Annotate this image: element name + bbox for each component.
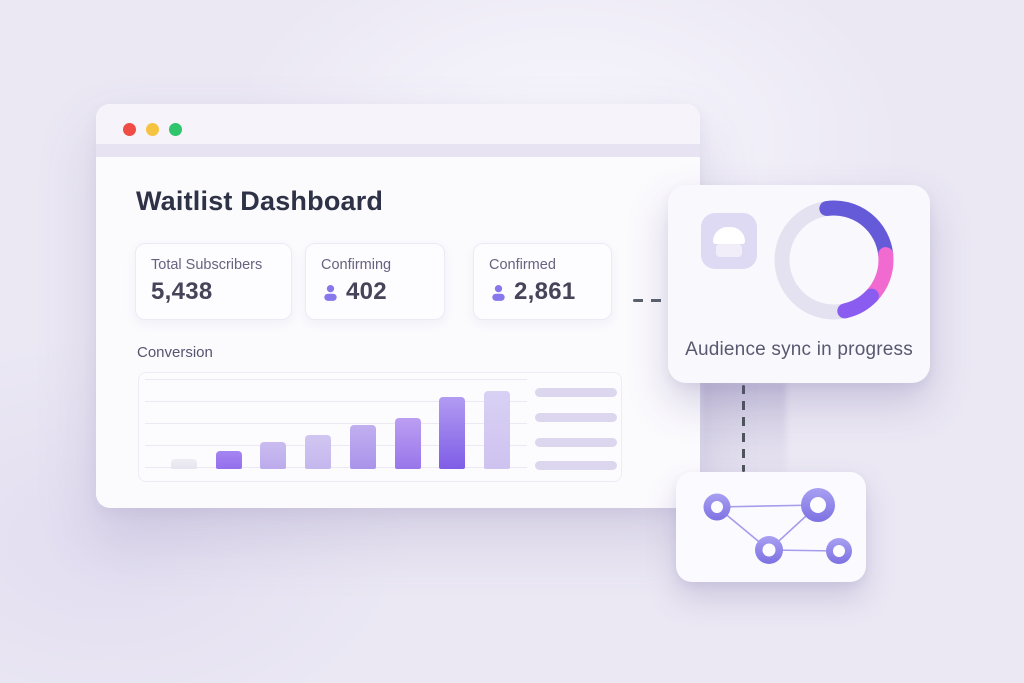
network-nodes xyxy=(703,488,852,564)
audience-sync-card: Audience sync in progress xyxy=(668,185,930,383)
stat-label: Confirmed xyxy=(489,257,556,273)
skeleton-line xyxy=(535,413,617,422)
contact-tile-icon xyxy=(701,213,757,269)
stat-value: 5,438 xyxy=(151,278,213,305)
close-window-button[interactable] xyxy=(123,123,136,136)
contact-dome-shape xyxy=(713,227,745,244)
user-icon xyxy=(324,284,337,301)
window-titlebar xyxy=(96,104,700,144)
chart-bar xyxy=(439,397,465,469)
chart-bar xyxy=(305,435,331,469)
network-card xyxy=(676,472,866,582)
chart-bar xyxy=(216,451,242,469)
titlebar-divider xyxy=(96,144,700,157)
conversion-bar-chart xyxy=(138,372,622,482)
ring-segment-violet xyxy=(837,288,879,319)
stat-label: Confirming xyxy=(321,257,392,273)
chart-title: Conversion xyxy=(137,344,213,361)
user-icon xyxy=(492,284,505,301)
chart-bar xyxy=(484,391,510,469)
minimize-window-button[interactable] xyxy=(146,123,159,136)
gridline xyxy=(145,423,527,424)
chart-bar xyxy=(395,418,421,469)
sync-status-text: Audience sync in progress xyxy=(685,339,913,360)
browser-window: Waitlist Dashboard Total Subscribers 5,4… xyxy=(96,104,700,508)
stat-card-confirmed: Confirmed 2,861 xyxy=(473,243,612,320)
gridline xyxy=(145,467,527,468)
ring-segment-indigo xyxy=(819,200,894,263)
connector-dashed-vertical xyxy=(742,385,745,472)
connector-dashed-horizontal xyxy=(633,299,669,302)
contact-base-shape xyxy=(716,244,742,257)
skeleton-line xyxy=(535,461,617,470)
page-title: Waitlist Dashboard xyxy=(136,186,384,216)
chart-bar xyxy=(171,459,197,469)
zoom-window-button[interactable] xyxy=(169,123,182,136)
gridline xyxy=(145,379,527,380)
gridline xyxy=(145,445,527,446)
stat-card-confirming: Confirming 402 xyxy=(305,243,445,320)
gridline xyxy=(145,401,527,402)
stat-value: 2,861 xyxy=(514,278,576,305)
network-graph-icon xyxy=(703,488,852,564)
skeleton-line xyxy=(535,388,617,397)
stat-value: 402 xyxy=(346,278,387,305)
chart-bar xyxy=(260,442,286,469)
stat-card-total-subscribers: Total Subscribers 5,438 xyxy=(135,243,292,320)
stat-label: Total Subscribers xyxy=(151,257,263,273)
skeleton-line xyxy=(535,438,617,447)
sync-progress-ring xyxy=(774,200,894,320)
chart-bar xyxy=(350,425,376,469)
